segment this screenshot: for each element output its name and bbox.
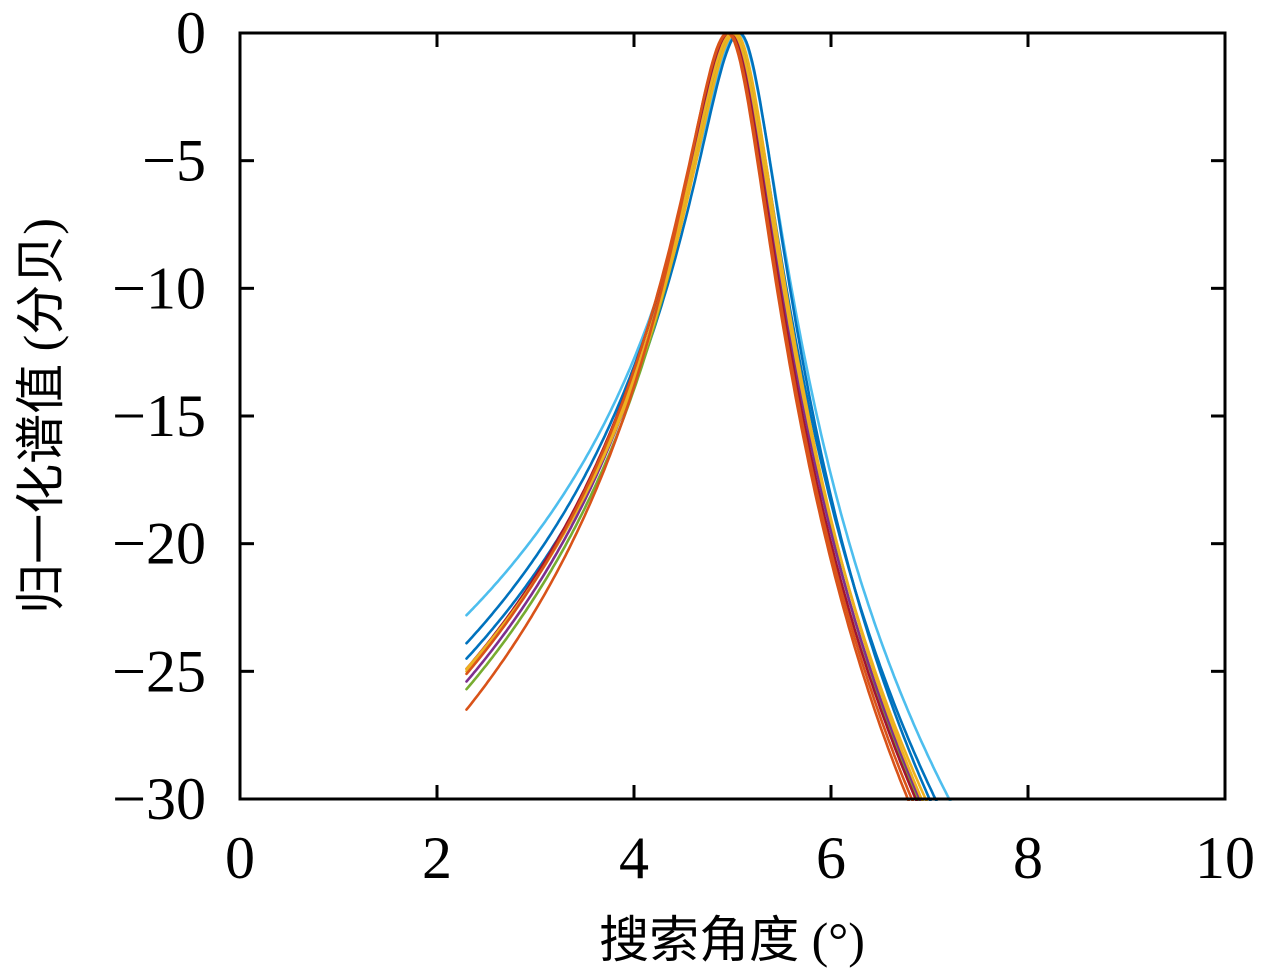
y-tick-label: −30: [112, 766, 206, 832]
y-tick-label: −15: [112, 383, 206, 449]
x-tick-label: 10: [1195, 825, 1255, 891]
curve-8: [465, 31, 928, 801]
plot-box: [238, 31, 1227, 801]
x-tick-label: 2: [422, 825, 452, 891]
curve-1: [465, 31, 952, 801]
x-tick-label: 8: [1013, 825, 1043, 891]
axis-ticks: 0 2 4 6 8 10 0 −5 −10 −15 −20 −25 −30: [112, 0, 1255, 891]
y-tick-label: −5: [142, 128, 206, 194]
curve-7: [465, 31, 924, 801]
curves: [465, 31, 952, 801]
y-tick-label: −25: [112, 638, 206, 704]
curve-4: [465, 31, 920, 801]
x-tick-label: 4: [619, 825, 649, 891]
y-axis-title: 归一化谱值 (分贝): [13, 218, 69, 614]
curve-10: [465, 31, 911, 801]
x-tick-label: 6: [816, 825, 846, 891]
y-tick-label: −10: [112, 255, 206, 321]
x-tick-label: 0: [225, 825, 255, 891]
curve-6: [465, 31, 918, 801]
x-axis-title: 搜索角度 (°): [599, 912, 865, 968]
y-tick-label: 0: [176, 0, 206, 66]
y-tick-label: −20: [112, 511, 206, 577]
curve-5: [465, 31, 922, 801]
